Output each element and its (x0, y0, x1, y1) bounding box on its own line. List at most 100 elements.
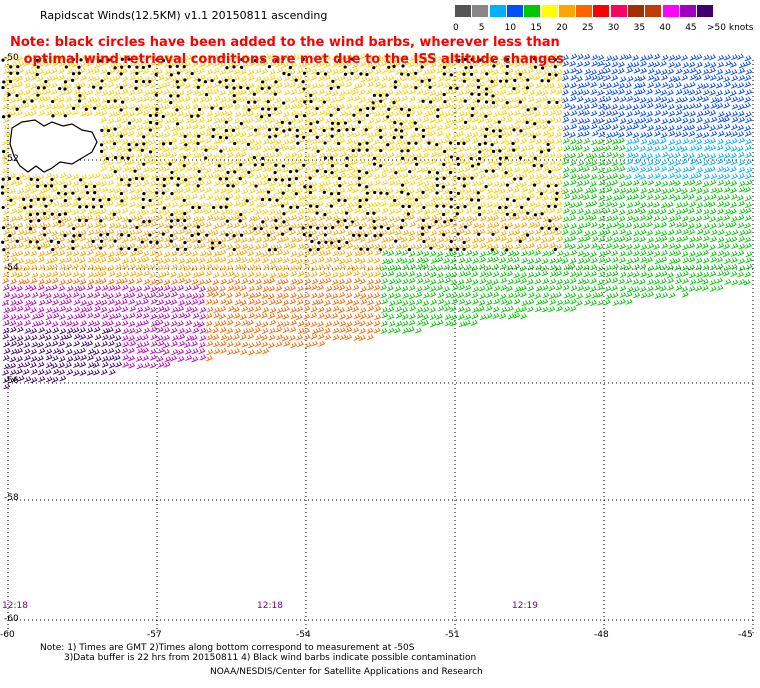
wind-barb (660, 132, 668, 139)
wind-barb (177, 179, 185, 186)
wind-barb (191, 193, 198, 200)
wind-barb (647, 139, 655, 146)
contamination-marker (533, 65, 537, 69)
wind-barb (255, 116, 262, 123)
wind-barb (513, 88, 521, 95)
contamination-marker (30, 99, 34, 103)
wind-barb (408, 179, 416, 187)
wind-barb (374, 186, 382, 193)
wind-barb (219, 221, 227, 228)
wind-barb (584, 68, 592, 75)
wind-barb (254, 271, 262, 278)
wind-barb (178, 131, 186, 138)
wind-barb (569, 131, 576, 138)
wind-barb (618, 202, 626, 209)
wind-barb (317, 67, 325, 74)
wind-barb (381, 277, 389, 285)
wind-barb (597, 207, 605, 215)
wind-barb (562, 270, 570, 277)
wind-barb (689, 272, 696, 279)
wind-barb (255, 60, 263, 67)
wind-barb (114, 335, 122, 342)
wind-barb (323, 132, 331, 139)
wind-barb (415, 230, 423, 237)
wind-barb (65, 333, 73, 340)
wind-barb (15, 55, 23, 62)
wind-barb (680, 158, 688, 165)
contamination-marker (357, 120, 362, 124)
wind-barb (632, 61, 640, 68)
wind-barb (206, 173, 214, 180)
contamination-marker (315, 106, 319, 111)
wind-barb (290, 313, 298, 320)
contamination-marker (246, 100, 251, 104)
wind-barb (513, 291, 521, 298)
contamination-marker (414, 162, 419, 166)
wind-barb (184, 299, 192, 306)
wind-barb (198, 81, 205, 88)
wind-barb (723, 152, 731, 159)
contamination-marker (400, 129, 404, 133)
wind-barb (380, 271, 388, 278)
wind-barb (694, 69, 702, 76)
wind-barb (79, 361, 87, 368)
wind-barb (94, 187, 102, 194)
wind-barb (577, 215, 585, 222)
wind-barb (184, 271, 191, 278)
wind-barb (744, 201, 752, 209)
wind-barb (533, 271, 541, 278)
wind-barb (234, 166, 242, 173)
wind-barb (485, 110, 493, 117)
wind-barb (444, 235, 452, 242)
wind-barb (429, 313, 437, 321)
wind-barb (79, 214, 87, 221)
wind-barb (213, 348, 221, 355)
wind-barb (331, 293, 339, 300)
contamination-marker (491, 149, 496, 153)
contamination-marker (245, 199, 249, 203)
wind-barb (703, 201, 711, 208)
wind-barb (262, 166, 270, 173)
wind-barb (450, 159, 458, 166)
wind-barb (570, 284, 578, 292)
wind-barb (534, 68, 542, 76)
wind-barb (184, 151, 192, 158)
contamination-marker (498, 134, 502, 139)
contamination-marker (148, 233, 152, 237)
wind-barb (577, 193, 585, 200)
wind-barb (632, 216, 640, 223)
wind-barb (647, 61, 655, 68)
wind-barb (23, 313, 30, 320)
wind-barb (393, 327, 401, 334)
contamination-marker (274, 219, 278, 223)
wind-barb (219, 68, 227, 76)
wind-barb (73, 285, 81, 292)
wind-barb (654, 271, 662, 278)
wind-barb (646, 153, 653, 160)
wind-barb (157, 145, 165, 152)
wind-barb (443, 172, 451, 179)
wind-barb (58, 270, 66, 277)
wind-barb (716, 90, 723, 97)
wind-barb (44, 82, 51, 89)
wind-barb (219, 306, 227, 313)
wind-barb (282, 313, 290, 320)
wind-barb (296, 334, 303, 341)
wind-barb (366, 151, 374, 158)
wind-barb (318, 243, 325, 250)
wind-barb (206, 291, 214, 298)
wind-barb (241, 278, 249, 285)
wind-barb (255, 83, 263, 90)
wind-barb (255, 208, 262, 215)
wind-barb (491, 139, 499, 146)
contamination-marker (148, 198, 152, 203)
contamination-marker (148, 79, 152, 84)
wind-barb (513, 124, 521, 131)
wind-barb (170, 291, 178, 298)
contamination-marker (176, 218, 180, 223)
wind-barb (421, 75, 429, 82)
wind-barb (514, 117, 522, 125)
contamination-marker (127, 57, 131, 61)
wind-barb (388, 320, 396, 327)
wind-barb (661, 81, 669, 88)
